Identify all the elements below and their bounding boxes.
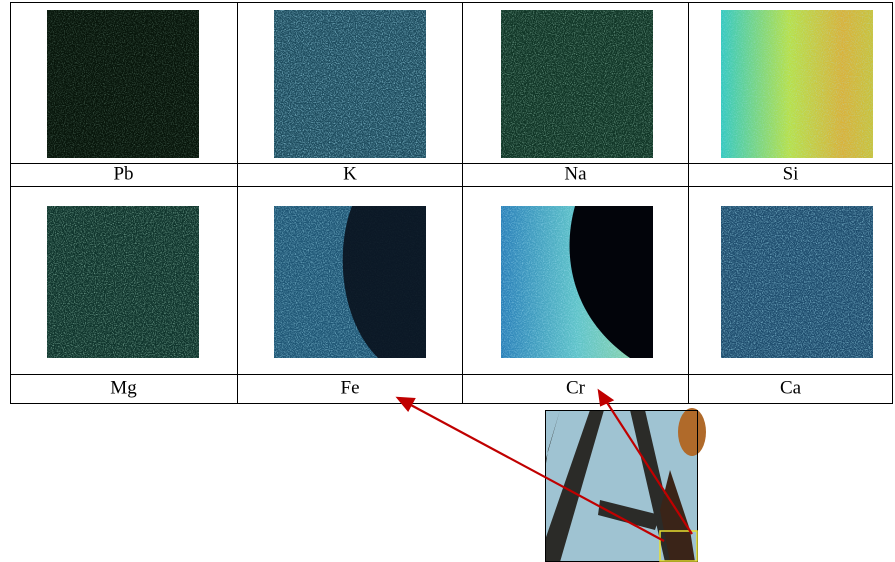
map-noise	[274, 10, 426, 158]
figure: Pb K Na Si Mg Fe Cr Ca	[0, 0, 895, 562]
map-noise	[47, 10, 199, 158]
arrow-head	[599, 391, 612, 405]
element-label: Ca	[780, 377, 802, 398]
element-label: Si	[783, 163, 799, 184]
element-label: Fe	[341, 377, 360, 398]
map-noise	[721, 10, 873, 158]
map-noise	[501, 10, 653, 158]
element-label: Cr	[566, 377, 586, 398]
page: {"table": {"rows": [["Pb", "K", "Na", "S…	[0, 0, 895, 562]
element-maps	[47, 10, 873, 358]
labels: Pb K Na Si Mg Fe Cr Ca	[110, 163, 801, 398]
element-label: Mg	[110, 377, 137, 398]
map-noise	[721, 206, 873, 358]
photo-shape	[678, 408, 706, 456]
element-label: K	[343, 163, 357, 184]
element-label: Na	[564, 163, 587, 184]
element-label: Pb	[113, 163, 133, 184]
map-noise	[47, 206, 199, 358]
